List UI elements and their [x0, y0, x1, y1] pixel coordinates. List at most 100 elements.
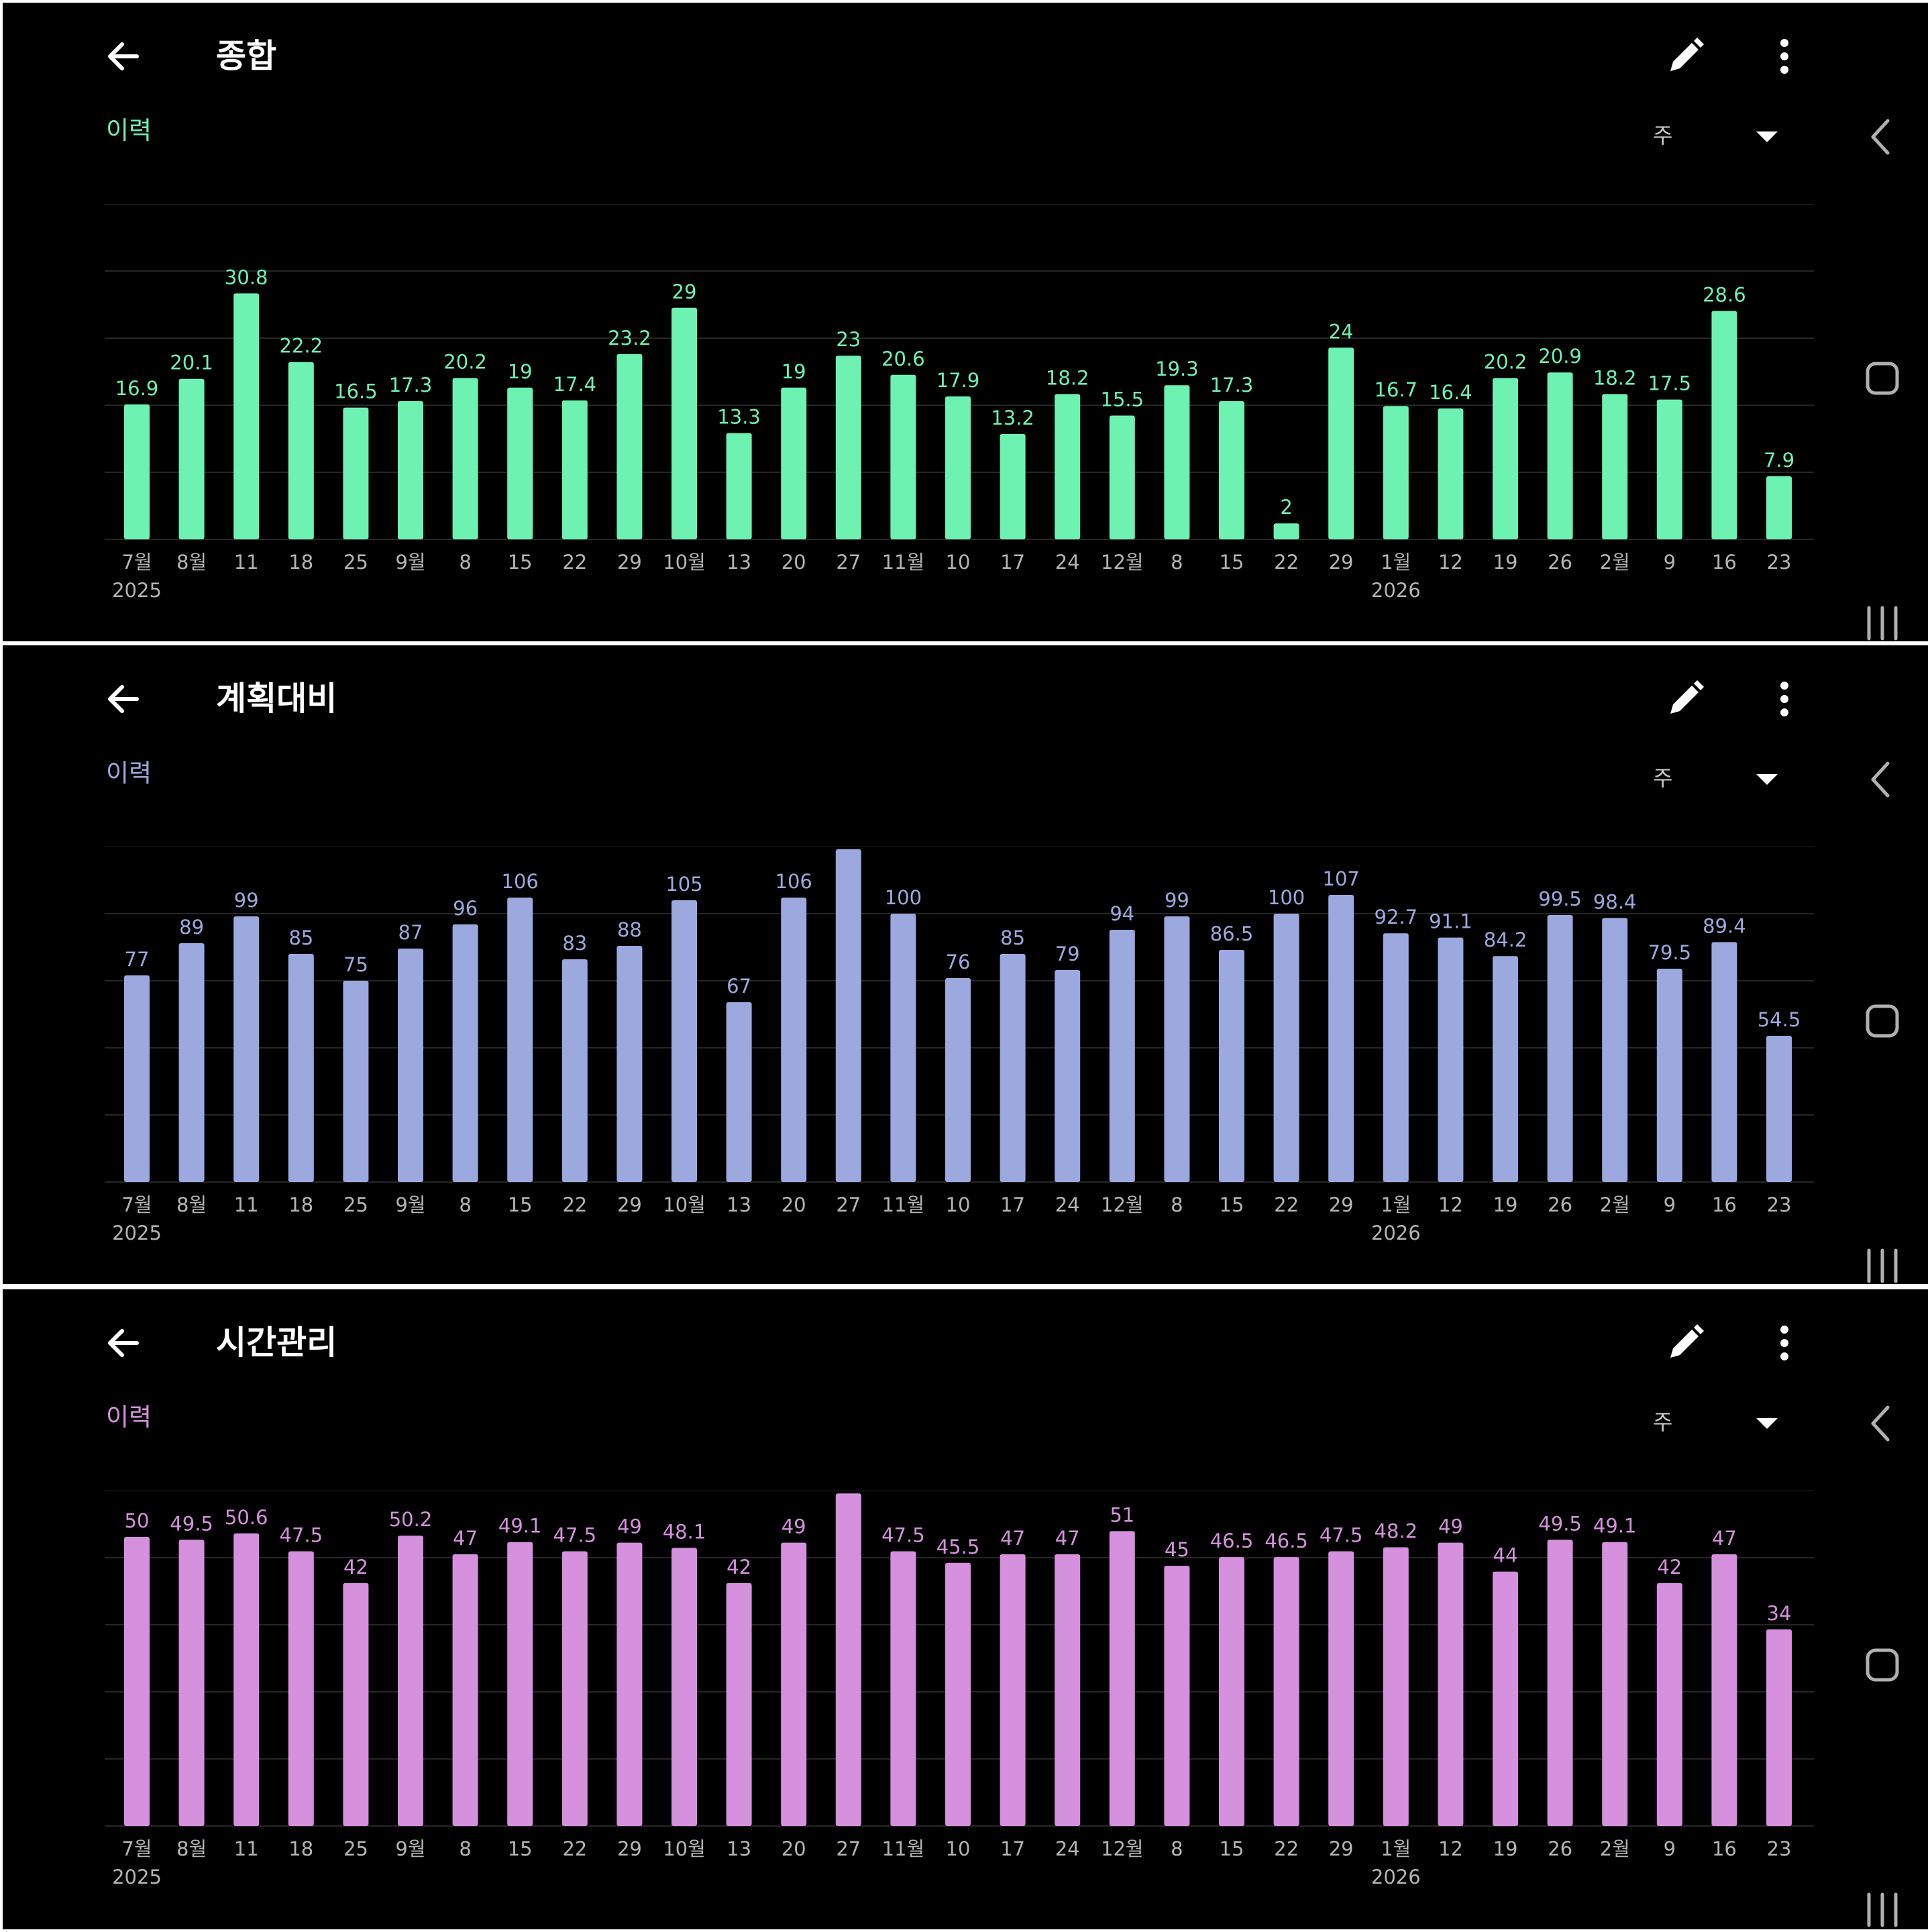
data-label: 15.5 [1101, 388, 1144, 411]
nav-recents-button[interactable] [1856, 600, 1909, 641]
bar [1438, 408, 1464, 539]
screen-panel: 종합 이력 주 16.9 7월 2025 20.1 8월 30.8 11 22.2 18 16.5… [3, 3, 1928, 641]
period-dropdown-button[interactable] [1747, 1403, 1787, 1444]
bar [945, 1562, 971, 1826]
x-tick-label: 8 [1171, 551, 1183, 574]
x-tick-label: 1월 [1381, 551, 1411, 574]
bar [233, 1533, 260, 1826]
period-select-value[interactable]: 주 [1653, 123, 1673, 148]
more-options-button[interactable] [1758, 672, 1811, 726]
data-label: 46.5 [1265, 1529, 1308, 1552]
bar [1383, 933, 1409, 1182]
x-tick-label: 25 [343, 1837, 368, 1860]
bar [1766, 1629, 1792, 1826]
data-label: 96 [453, 897, 478, 920]
x-tick-label: 22 [1274, 1837, 1299, 1860]
period-select-value[interactable]: 주 [1653, 765, 1673, 791]
nav-back-button[interactable] [1861, 110, 1901, 164]
nav-recents-button[interactable] [1856, 1242, 1909, 1284]
x-tick-label: 16 [1712, 1193, 1737, 1216]
x-tick-label: 27 [836, 1193, 861, 1216]
bar [890, 374, 916, 539]
bar [945, 978, 971, 1182]
nav-back-icon [1871, 761, 1890, 798]
data-label: 99 [234, 889, 259, 912]
nav-back-icon [1871, 119, 1890, 155]
data-label: 48.2 [1375, 1519, 1418, 1542]
period-dropdown-button[interactable] [1747, 759, 1787, 800]
data-label: 91.1 [1429, 910, 1472, 933]
history-label: 이력 [106, 116, 152, 145]
data-label: 49 [1438, 1515, 1463, 1538]
x-tick-label: 23 [1767, 1837, 1792, 1860]
back-button[interactable] [97, 30, 150, 83]
bar [890, 1551, 916, 1826]
bar-chart: 50 7월 2025 49.5 8월 50.6 11 47.5 18 42 25 50.2 9월 47 8 4… [105, 1491, 1814, 1888]
data-label: 100 [885, 886, 922, 909]
bar [233, 916, 260, 1182]
x-tick-label: 15 [1220, 1193, 1244, 1216]
data-label: 16.4 [1429, 381, 1472, 404]
x-tick-label: 2월 [1600, 1837, 1630, 1860]
data-label: 17.4 [553, 373, 597, 396]
more-vert-icon [1780, 39, 1788, 74]
bar [124, 404, 150, 539]
bar [1219, 950, 1244, 1182]
x-tick-label: 29 [1329, 1193, 1354, 1216]
more-options-button[interactable] [1758, 30, 1811, 83]
bar [561, 400, 588, 539]
nav-back-button[interactable] [1861, 1397, 1901, 1450]
edit-button[interactable] [1658, 30, 1712, 83]
data-label: 34 [1767, 1602, 1792, 1625]
nav-back-button[interactable] [1861, 753, 1901, 806]
bar [1055, 970, 1081, 1182]
back-button[interactable] [97, 1316, 150, 1370]
edit-button[interactable] [1658, 1316, 1712, 1370]
bar [1109, 415, 1135, 539]
data-label: 19 [508, 360, 533, 383]
bar [1711, 1554, 1737, 1826]
data-label: 106 [775, 870, 812, 893]
nav-home-button[interactable] [1856, 352, 1909, 405]
x-tick-label: 1월 [1381, 1837, 1411, 1860]
page-title: 종합 [216, 37, 277, 75]
x-tick-label: 9 [1664, 1193, 1676, 1216]
x-tick-label: 2월 [1600, 551, 1630, 574]
data-label: 47 [1712, 1527, 1737, 1550]
more-options-button[interactable] [1758, 1316, 1811, 1370]
data-label: 42 [727, 1556, 751, 1578]
more-vert-icon [1780, 682, 1788, 716]
bar [1219, 401, 1244, 539]
data-label: 17.3 [389, 374, 433, 396]
x-tick-label: 16 [1712, 551, 1737, 574]
data-label: 100 [1268, 886, 1305, 909]
nav-recents-button[interactable] [1856, 1886, 1909, 1929]
period-dropdown-button[interactable] [1747, 117, 1787, 157]
x-year-label: 2025 [112, 1866, 162, 1888]
x-tick-label: 23 [1767, 1193, 1792, 1216]
nav-back-icon [1871, 1405, 1890, 1442]
nav-home-button[interactable] [1856, 994, 1909, 1048]
back-arrow-icon [108, 42, 139, 70]
x-tick-label: 13 [727, 551, 751, 574]
period-select-value[interactable]: 주 [1653, 1409, 1673, 1435]
data-label: 50.2 [389, 1508, 433, 1531]
data-label: 20.1 [170, 352, 213, 374]
bar [1000, 954, 1026, 1182]
history-label: 이력 [106, 1403, 152, 1432]
bar [452, 924, 478, 1182]
bar [1273, 914, 1299, 1182]
nav-home-button[interactable] [1856, 1638, 1909, 1692]
data-label: 49.5 [170, 1512, 213, 1535]
bar [1493, 1571, 1518, 1826]
bar [398, 949, 423, 1182]
back-button[interactable] [97, 672, 150, 726]
bar [781, 1542, 807, 1826]
data-label: 89 [179, 916, 204, 938]
bar [1438, 937, 1464, 1182]
bar [288, 954, 314, 1182]
edit-button[interactable] [1658, 672, 1712, 726]
x-tick-label: 22 [562, 1193, 587, 1216]
bar [1493, 378, 1518, 539]
data-label: 13.3 [717, 406, 761, 429]
